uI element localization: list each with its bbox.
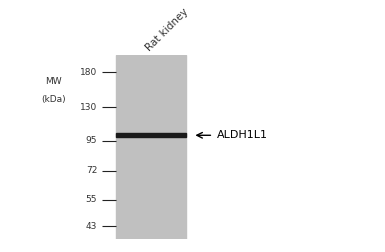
Text: 180: 180: [80, 68, 97, 77]
Text: 95: 95: [86, 136, 97, 145]
Text: (kDa): (kDa): [42, 94, 66, 104]
Text: 72: 72: [86, 166, 97, 175]
Bar: [116, 133, 186, 137]
Bar: [116, 55, 186, 239]
Text: Rat kidney: Rat kidney: [144, 7, 190, 53]
Text: 55: 55: [86, 195, 97, 204]
Text: MW: MW: [45, 77, 62, 86]
Text: 130: 130: [80, 103, 97, 112]
Bar: [120, 164, 182, 166]
Text: 43: 43: [86, 222, 97, 231]
Text: ALDH1L1: ALDH1L1: [217, 130, 268, 140]
